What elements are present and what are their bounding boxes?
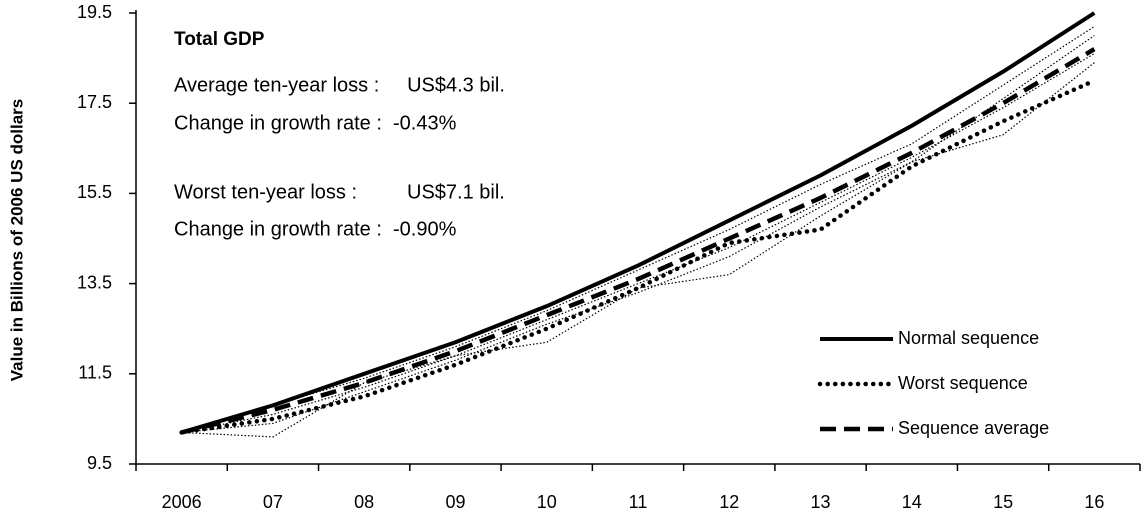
y-tick-label: 13.5 <box>77 272 112 292</box>
x-tick-label: 10 <box>537 492 557 512</box>
annotation: Worst ten-year loss : US$7.1 bil. <box>174 181 505 203</box>
series-line <box>181 11 1096 435</box>
x-tick-label: 16 <box>1084 492 1104 512</box>
legend-label: Worst sequence <box>898 373 1028 393</box>
series-line <box>181 47 1096 435</box>
y-tick-label: 15.5 <box>77 182 112 202</box>
y-tick-label: 9.5 <box>87 453 112 473</box>
series-line <box>181 35 1095 434</box>
y-axis-label: Value in Billions of 2006 US dollars <box>7 99 26 381</box>
y-tick-label: 17.5 <box>77 92 112 112</box>
x-tick-label: 08 <box>354 492 374 512</box>
x-tick-label: 2006 <box>162 492 202 512</box>
x-tick-label: 11 <box>629 492 648 512</box>
annotation: Average ten-year loss : US$4.3 bil. <box>174 74 505 96</box>
x-tick-label: 15 <box>993 492 1013 512</box>
annotation: Change in growth rate : -0.43% <box>174 112 457 134</box>
annotation: Change in growth rate : -0.90% <box>174 218 457 240</box>
x-tick-label: 14 <box>902 492 922 512</box>
y-tick-label: 19.5 <box>77 2 112 22</box>
annotation: Total GDP <box>174 29 265 50</box>
x-tick-label: 12 <box>719 492 739 512</box>
x-tick-label: 07 <box>263 492 283 512</box>
x-tick-label: 13 <box>811 492 831 512</box>
series-line <box>181 26 1095 434</box>
legend-label: Sequence average <box>898 418 1049 438</box>
x-tick-label: 09 <box>445 492 465 512</box>
y-tick-label: 11.5 <box>78 363 112 383</box>
legend-label: Normal sequence <box>898 328 1039 348</box>
series-line <box>179 78 1097 435</box>
